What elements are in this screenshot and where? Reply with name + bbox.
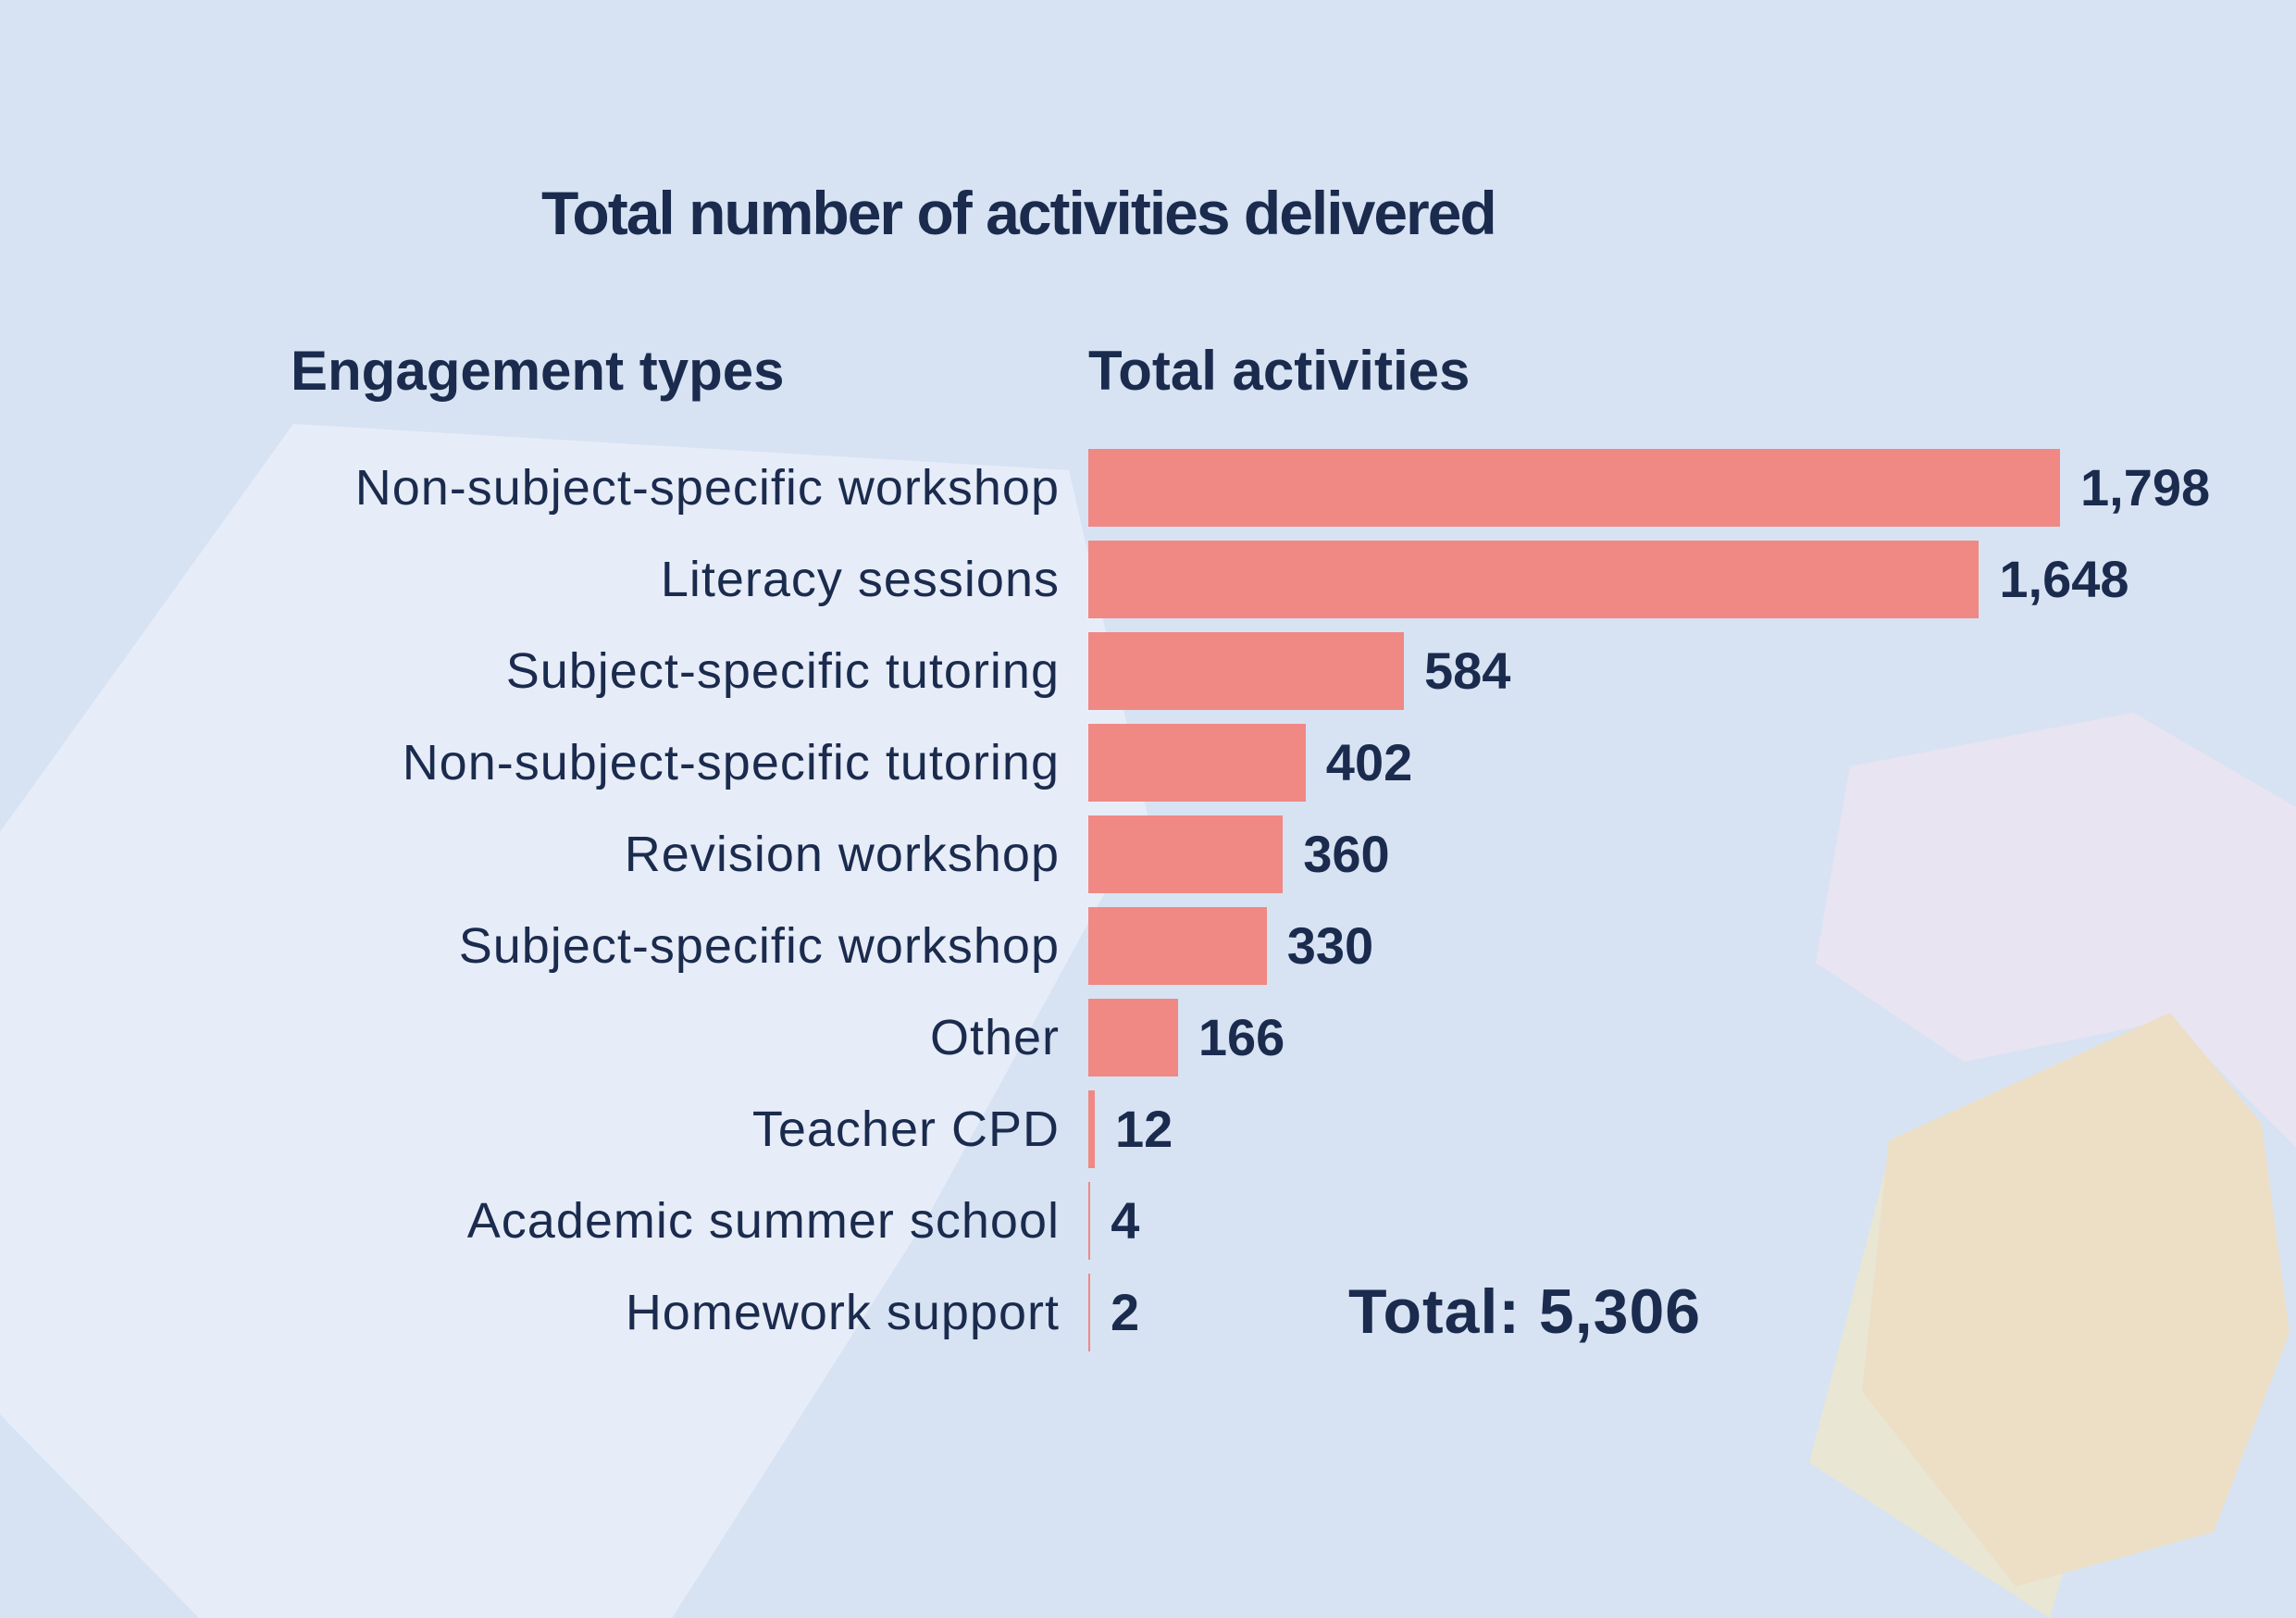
- bar-wrap: 2: [1088, 1273, 1140, 1351]
- category-label: Subject-specific workshop: [458, 917, 1060, 974]
- bar-value-label: 1,798: [2080, 458, 2211, 517]
- bar-chart: Non-subject-specific workshop 1,798 Lite…: [241, 442, 2286, 1358]
- total-label: Total: 5,306: [1348, 1276, 1702, 1347]
- chart-row: Revision workshop 360: [241, 808, 2286, 900]
- bar: [1088, 631, 1404, 710]
- chart-row: Non-subject-specific tutoring 402: [241, 716, 2286, 808]
- column-header-engagement-types: Engagement types: [291, 340, 785, 402]
- bar: [1088, 1089, 1095, 1168]
- bar-value-label: 2: [1111, 1283, 1140, 1341]
- bar-value-label: 360: [1303, 825, 1390, 883]
- bar: [1088, 1181, 1091, 1260]
- chart-row: Homework support 2: [241, 1266, 2286, 1358]
- bar: [1088, 998, 1178, 1077]
- category-label: Academic summer school: [466, 1192, 1060, 1249]
- chart-row: Other 166: [241, 991, 2286, 1083]
- bar-wrap: 360: [1088, 815, 1390, 893]
- chart-title: Total number of activities delivered: [541, 179, 1497, 247]
- chart-row: Academic summer school 4: [241, 1175, 2286, 1266]
- bar-wrap: 584: [1088, 631, 1511, 710]
- chart-row: Non-subject-specific workshop 1,798: [241, 442, 2286, 533]
- category-label: Other: [929, 1009, 1060, 1065]
- bar-wrap: 330: [1088, 906, 1374, 985]
- bar-wrap: 12: [1088, 1089, 1173, 1168]
- chart-row: Teacher CPD 12: [241, 1083, 2286, 1175]
- bar-wrap: 402: [1088, 723, 1413, 802]
- bar: [1088, 723, 1306, 802]
- bar-value-label: 584: [1424, 641, 1511, 700]
- bar: [1088, 540, 1980, 618]
- category-label: Literacy sessions: [660, 551, 1060, 607]
- bar-wrap: 4: [1088, 1181, 1140, 1260]
- bar-wrap: 1,798: [1088, 448, 2211, 527]
- bar-value-label: 4: [1111, 1191, 1140, 1250]
- bar-wrap: 166: [1088, 998, 1285, 1077]
- chart-row: Subject-specific tutoring 584: [241, 625, 2286, 716]
- category-label: Revision workshop: [624, 826, 1060, 882]
- bar-value-label: 402: [1325, 733, 1413, 791]
- category-label: Teacher CPD: [751, 1101, 1060, 1157]
- chart-row: Literacy sessions 1,648: [241, 533, 2286, 625]
- bar-value-label: 1,648: [1999, 550, 2129, 608]
- bar-value-label: 166: [1198, 1008, 1285, 1066]
- chart-row: Subject-specific workshop 330: [241, 900, 2286, 991]
- category-label: Subject-specific tutoring: [505, 642, 1060, 699]
- bar: [1088, 815, 1284, 893]
- category-label: Non-subject-specific workshop: [354, 459, 1060, 516]
- bar: [1088, 906, 1267, 985]
- column-header-total-activities: Total activities: [1088, 340, 1471, 402]
- bar-wrap: 1,648: [1088, 540, 2129, 618]
- category-label: Homework support: [625, 1284, 1060, 1340]
- bar: [1088, 1273, 1090, 1351]
- bar-value-label: 12: [1115, 1100, 1173, 1158]
- bar-value-label: 330: [1286, 916, 1374, 975]
- category-label: Non-subject-specific tutoring: [402, 734, 1060, 790]
- bar: [1088, 448, 2060, 527]
